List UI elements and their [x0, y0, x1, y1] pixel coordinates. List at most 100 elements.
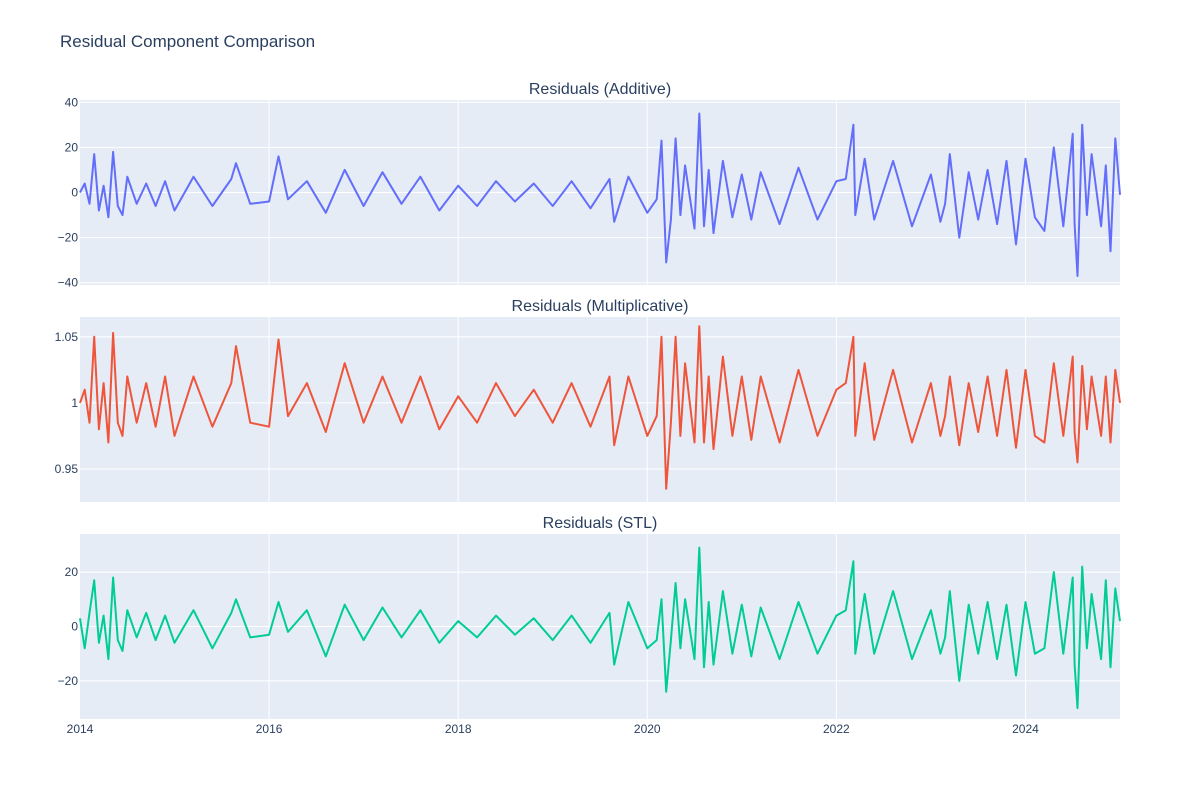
data-point — [1015, 447, 1017, 449]
data-point — [852, 124, 854, 126]
data-point — [122, 214, 124, 216]
data-point — [98, 210, 100, 212]
data-point — [1074, 664, 1076, 666]
data-point — [670, 422, 672, 424]
data-point — [192, 176, 194, 178]
data-point — [174, 435, 176, 437]
data-point — [835, 180, 837, 182]
data-point — [533, 389, 535, 391]
data-point — [103, 382, 105, 384]
data-point — [613, 444, 615, 446]
y-tick-label: −20 — [58, 231, 79, 245]
data-point — [779, 223, 781, 225]
data-point — [1072, 577, 1074, 579]
data-point — [741, 375, 743, 377]
data-point — [864, 362, 866, 364]
data-point — [660, 598, 662, 600]
data-point — [249, 422, 251, 424]
data-point — [944, 415, 946, 417]
data-point — [230, 612, 232, 614]
data-point — [88, 422, 90, 424]
data-point — [684, 362, 686, 364]
data-point — [675, 582, 677, 584]
data-point — [344, 604, 346, 606]
data-point — [1024, 369, 1026, 371]
data-point — [249, 636, 251, 638]
data-point — [268, 426, 270, 428]
data-point — [722, 356, 724, 358]
data-point — [712, 664, 714, 666]
y-tick-label: 0 — [71, 186, 78, 200]
data-point — [112, 577, 114, 579]
x-tick-label: 2014 — [67, 722, 94, 736]
data-point — [930, 382, 932, 384]
data-point — [708, 169, 710, 171]
data-point — [287, 415, 289, 417]
data-point — [155, 426, 157, 428]
data-point — [608, 375, 610, 377]
data-point — [126, 609, 128, 611]
data-point — [665, 691, 667, 693]
data-point — [400, 636, 402, 638]
data-point — [703, 666, 705, 668]
data-point — [533, 617, 535, 619]
data-point — [1081, 124, 1083, 126]
data-point — [627, 601, 629, 603]
data-point — [1100, 225, 1102, 227]
data-point — [930, 173, 932, 175]
data-point — [608, 178, 610, 180]
data-point — [703, 225, 705, 227]
data-point — [235, 345, 237, 347]
data-point — [646, 435, 648, 437]
data-point — [363, 422, 365, 424]
data-point — [457, 620, 459, 622]
data-point — [476, 422, 478, 424]
data-point — [665, 261, 667, 263]
y-tick-label: 20 — [65, 140, 79, 154]
data-point — [798, 167, 800, 169]
data-point — [1114, 137, 1116, 139]
x-tick-label: 2020 — [634, 722, 661, 736]
data-point — [419, 609, 421, 611]
data-point — [660, 336, 662, 338]
data-point — [278, 601, 280, 603]
data-point — [103, 185, 105, 187]
data-point — [1100, 435, 1102, 437]
data-point — [1114, 369, 1116, 371]
data-point — [684, 164, 686, 166]
data-point — [1119, 402, 1121, 404]
data-point — [268, 201, 270, 203]
data-point — [760, 375, 762, 377]
chart-title: Residual Component Comparison — [60, 32, 316, 51]
data-point — [1072, 356, 1074, 358]
data-point — [1062, 435, 1064, 437]
data-point — [590, 426, 592, 428]
data-point — [145, 182, 147, 184]
data-point — [996, 223, 998, 225]
data-point — [939, 435, 941, 437]
x-tick-label: 2016 — [256, 722, 283, 736]
data-point — [1034, 435, 1036, 437]
subplot-title-3: Residuals (STL) — [543, 515, 658, 532]
data-point — [698, 325, 700, 327]
data-point — [174, 642, 176, 644]
data-point — [1072, 133, 1074, 135]
data-point — [627, 375, 629, 377]
data-point — [1015, 243, 1017, 245]
data-point — [211, 647, 213, 649]
data-point — [88, 612, 90, 614]
data-point — [325, 655, 327, 657]
data-point — [1110, 666, 1112, 668]
data-point — [694, 658, 696, 660]
data-point — [854, 214, 856, 216]
data-point — [835, 615, 837, 617]
x-tick-label: 2018 — [445, 722, 472, 736]
data-point — [613, 221, 615, 223]
data-point — [1062, 225, 1064, 227]
data-point — [438, 642, 440, 644]
data-point — [798, 601, 800, 603]
data-point — [665, 488, 667, 490]
data-point — [400, 203, 402, 205]
